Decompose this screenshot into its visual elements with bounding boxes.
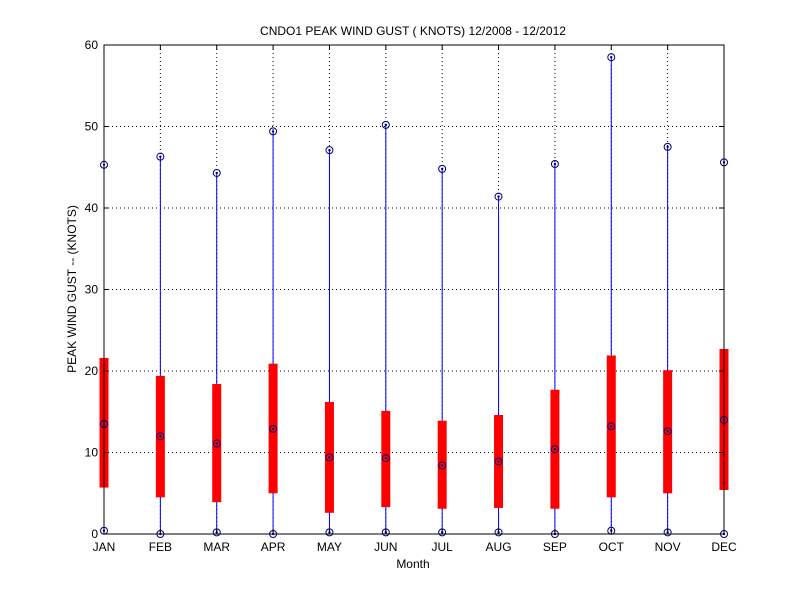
median-marker xyxy=(156,432,165,441)
y-tick-label: 60 xyxy=(85,38,99,52)
max-marker-dot xyxy=(666,145,669,149)
median-marker xyxy=(607,422,616,431)
max-marker-dot xyxy=(440,167,444,171)
x-tick-label: JUN xyxy=(374,540,397,554)
median-marker xyxy=(438,461,447,470)
min-marker xyxy=(212,528,221,537)
min-marker xyxy=(494,528,503,537)
max-marker xyxy=(212,168,221,177)
max-marker xyxy=(550,159,559,168)
x-tick-label: MAR xyxy=(203,540,230,554)
max-marker xyxy=(663,142,672,151)
median-marker-dot xyxy=(215,442,218,445)
max-marker-dot xyxy=(215,171,218,175)
median-marker xyxy=(269,424,278,433)
chart-title: CNDO1 PEAK WIND GUST ( KNOTS) 12/2008 - … xyxy=(260,24,566,38)
x-tick-label: NOV xyxy=(655,540,681,554)
median-marker xyxy=(381,454,390,463)
x-tick-label: FEB xyxy=(149,540,172,554)
min-marker xyxy=(325,528,334,537)
x-tick-label: MAY xyxy=(317,540,342,554)
median-marker-dot xyxy=(440,464,444,467)
median-marker-dot xyxy=(497,460,500,463)
min-marker xyxy=(438,528,447,537)
y-tick-label: 20 xyxy=(85,364,99,378)
x-axis-label: Month xyxy=(396,557,429,571)
ticks-layer: 0 10 20 30 40 50 60 JAN FEB MAR APR MAY JUN JUL AUG SEP… xyxy=(85,38,737,554)
max-marker xyxy=(607,53,616,62)
y-tick-label: 30 xyxy=(85,283,99,297)
x-tick-label: JAN xyxy=(93,540,116,554)
median-marker-dot xyxy=(384,457,388,460)
x-tick-label: OCT xyxy=(599,540,625,554)
median-marker-dot xyxy=(271,427,275,431)
x-tick-label: APR xyxy=(261,540,286,554)
median-marker-dot xyxy=(159,435,162,438)
max-marker xyxy=(269,127,278,136)
x-tick-label: JUL xyxy=(432,540,454,554)
x-tick-label: DEC xyxy=(711,540,737,554)
max-marker xyxy=(438,164,447,173)
median-marker-dot xyxy=(328,456,331,459)
x-tick-label: AUG xyxy=(486,540,512,554)
max-marker-dot xyxy=(328,148,331,152)
median-marker xyxy=(325,453,334,462)
median-marker xyxy=(550,445,559,454)
max-marker-dot xyxy=(271,130,275,133)
y-tick-label: 50 xyxy=(85,120,99,134)
max-marker xyxy=(381,120,390,129)
max-marker-dot xyxy=(384,123,388,127)
max-marker xyxy=(494,192,503,201)
y-tick-label: 0 xyxy=(91,527,98,541)
max-marker-dot xyxy=(497,195,500,198)
min-marker xyxy=(381,528,390,537)
y-axis-label: PEAK WIND GUST -- (KNOTS) xyxy=(65,205,79,373)
median-marker xyxy=(494,457,503,466)
median-marker-dot xyxy=(666,430,669,433)
median-marker-dot xyxy=(610,425,613,428)
median-marker xyxy=(663,427,672,436)
median-marker-dot xyxy=(553,448,557,451)
max-marker xyxy=(156,152,165,161)
max-marker xyxy=(325,146,334,155)
x-tick-label: SEP xyxy=(543,540,567,554)
max-marker-dot xyxy=(159,155,162,158)
min-marker xyxy=(663,528,672,537)
y-tick-label: 40 xyxy=(85,201,99,215)
median-marker xyxy=(212,439,221,448)
max-marker-dot xyxy=(553,162,557,166)
y-tick-label: 10 xyxy=(85,446,99,460)
max-marker-dot xyxy=(610,56,613,59)
